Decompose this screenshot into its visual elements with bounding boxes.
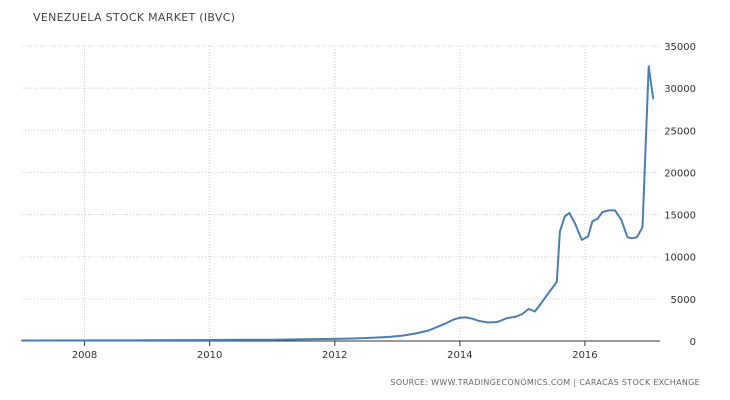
y-tick-label: 30000 (664, 84, 696, 95)
y-axis-ticks: 35000 30000 25000 20000 15000 10000 5000 0 (664, 42, 696, 348)
x-tick-label: 2008 (72, 350, 97, 361)
y-tick-label: 20000 (664, 168, 696, 179)
y-tick-label: 10000 (664, 253, 696, 264)
chart-title: VENEZUELA STOCK MARKET (IBVC) (33, 11, 236, 24)
grid-lines (22, 45, 660, 341)
x-tick-label: 2012 (322, 350, 347, 361)
x-axis-ticks: 2008 2010 2012 2014 2016 (72, 341, 598, 361)
source-note: SOURCE: WWW.TRADINGECONOMICS.COM | CARAC… (390, 378, 700, 387)
x-tick-label: 2016 (572, 350, 597, 361)
series-line (21, 65, 655, 342)
y-tick-label: 25000 (664, 126, 696, 137)
y-tick-label: 5000 (671, 295, 696, 306)
y-tick-label: 35000 (664, 42, 696, 53)
y-tick-label: 0 (690, 337, 696, 348)
x-tick-label: 2010 (197, 350, 222, 361)
y-tick-label: 15000 (664, 211, 696, 222)
x-tick-label: 2014 (447, 350, 472, 361)
